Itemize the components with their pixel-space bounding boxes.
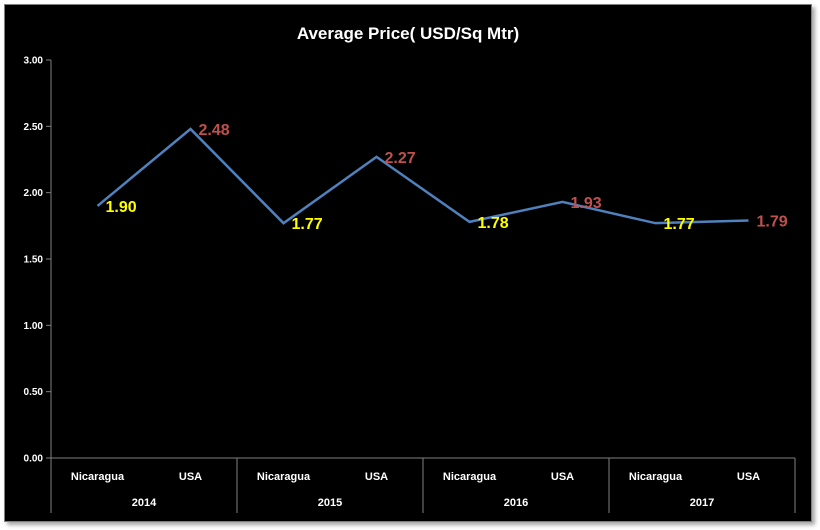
data-label: 1.78 [478,215,509,232]
x-group-label: 2016 [504,497,528,509]
data-label: 1.90 [106,199,137,216]
y-axis-ticks: 0.00 0.50 1.00 1.50 2.00 2.50 3.00 [24,56,51,465]
data-label: 2.48 [199,122,230,139]
x-category-label: USA [737,471,760,483]
x-category-label: Nicaragua [629,471,683,483]
y-tick-label: 2.00 [24,188,44,199]
x-group-label: 2014 [132,497,157,509]
y-tick-label: 1.50 [24,255,44,266]
data-label: 1.77 [664,216,695,233]
y-tick-label: 0.50 [24,387,44,398]
x-category-label: Nicaragua [257,471,311,483]
y-tick-label: 3.00 [24,56,44,67]
data-label: 1.79 [757,214,788,231]
x-category-label: Nicaragua [443,471,497,483]
x-group-label: 2015 [318,497,342,509]
data-label: 1.93 [571,195,602,212]
chart-title: Average Price( USD/Sq Mtr) [297,24,519,43]
x-category-label: USA [179,471,202,483]
x-axis-categories: Nicaragua USA 2014 Nicaragua USA 2015 Nicaragu… [71,458,796,513]
data-labels: 1.90 2.48 1.77 2.27 1.78 1.93 1.77 1.79 [106,122,788,233]
line-chart: Average Price( USD/Sq Mtr) 0.00 0.50 1.00 1… [24,24,796,513]
data-label: 2.27 [385,150,416,167]
series-line [96,127,749,225]
data-label: 1.77 [292,216,323,233]
chart-frame: Average Price( USD/Sq Mtr) 0.00 0.50 1.00 1… [4,4,812,522]
x-category-label: USA [551,471,574,483]
y-tick-label: 0.00 [24,454,44,465]
x-category-label: Nicaragua [71,471,125,483]
x-group-label: 2017 [690,497,714,509]
x-category-label: USA [365,471,388,483]
y-tick-label: 1.00 [24,321,44,332]
y-tick-label: 2.50 [24,122,44,133]
